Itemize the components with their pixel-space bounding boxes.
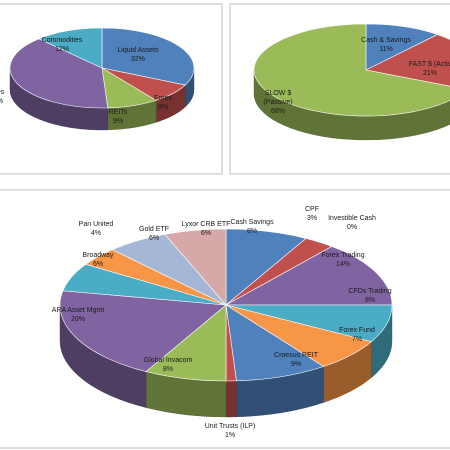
data-label-croesus-reit: Croesus REIT 9%	[274, 352, 319, 368]
pie-chart-fast-slow-money: Cash & Savings 11% FAST $ (Activ 21% SLOW $(…	[253, 23, 450, 141]
slice-ara-asset-mgmt	[59, 290, 227, 372]
slice-side-unit-trusts-ilp	[225, 380, 237, 418]
data-label-ara-asset-mgmt: ARA Asset Mgmt 20%	[52, 307, 105, 323]
data-label-lyxor-crb-etf: Lyxor CRB ETF 6%	[182, 221, 231, 237]
data-label-forex-fund: Forex Fund 7%	[339, 327, 375, 343]
slice-forex-trading	[224, 246, 393, 306]
data-label-fast-active: FAST $ (Activ 21%	[409, 61, 450, 77]
data-label-commodities: Commodities 12%	[42, 37, 83, 53]
data-label-forex: Forex 8%	[154, 95, 172, 111]
data-label-pan-united: Pan United 4%	[79, 221, 114, 237]
data-label-investible-cash: Investible Cash 0%	[328, 215, 376, 231]
data-label-cash-savings: Cash & Savings 11%	[361, 37, 411, 53]
slice-equities	[9, 38, 109, 109]
data-label-unit-trusts-ilp: Unit Trusts (ILP) 1%	[205, 423, 256, 439]
slice-cash-savings	[365, 23, 439, 71]
pie-chart-holdings-breakdown: Cash Savings 8% CPF 3% Investible Cash 0% Fore…	[52, 206, 393, 439]
slice-commodities	[38, 27, 103, 69]
slice-liquid-assets	[101, 27, 195, 86]
slice-lyxor-crb-etf	[164, 228, 227, 306]
data-label-global-invacom: Global Invacom 8%	[144, 357, 193, 373]
data-label-cpf: CPF 3%	[305, 206, 319, 222]
data-label-cash-savings: Cash Savings 8%	[230, 219, 274, 235]
data-label-cfds-trading: CFDs Trading 8%	[348, 288, 391, 304]
data-label-reits: REITs 9%	[109, 109, 128, 125]
data-label-gold-etf: Gold ETF 6%	[139, 226, 169, 242]
slice-croesus-reit	[225, 304, 325, 382]
data-label-forex-trading: Forex Trading 14%	[321, 252, 364, 268]
data-label-liquid-assets: Liquid Assets 32%	[117, 47, 159, 63]
slice-slow-passive	[253, 23, 450, 117]
slice-fast-active	[365, 34, 450, 87]
data-label-slow-passive: SLOW $ (Passive) 68%	[263, 90, 292, 115]
data-label-equities: ities9%	[0, 89, 5, 105]
data-label-broadway: Broadway 6%	[82, 252, 114, 268]
